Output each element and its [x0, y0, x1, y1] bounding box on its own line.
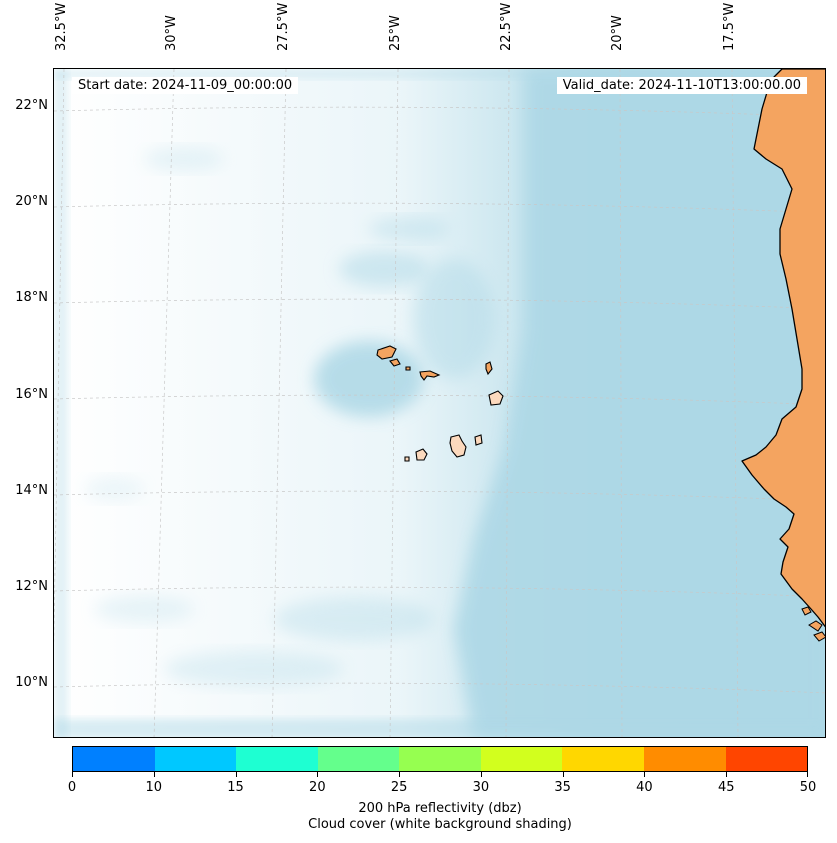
map-gridlines — [54, 69, 825, 737]
colorbar-tick — [72, 772, 73, 777]
colorbar-tick-label: 30 — [472, 780, 490, 795]
colorbar-tick-label: 10 — [145, 780, 163, 795]
lat-label-14n: 14°N — [15, 483, 48, 498]
colorbar-swatch-6 — [562, 747, 644, 771]
lon-label-22-5w: 22.5°W — [499, 2, 514, 51]
island-fogo — [415, 448, 428, 461]
valid-date-label: Valid_date: 2024-11-10T13:00:00.00 — [556, 77, 807, 94]
lat-label-12n: 12°N — [15, 579, 48, 594]
colorbar-tick-label: 25 — [390, 780, 408, 795]
island-sao-vicente — [389, 358, 401, 367]
colorbar-tick-label: 35 — [554, 780, 571, 795]
cloud-cover-shading — [54, 69, 825, 737]
island-brava — [404, 456, 410, 462]
colorbar-tick-label: 50 — [799, 780, 817, 795]
colorbar-swatch-4 — [399, 747, 481, 771]
colorbar-tick-label: 40 — [636, 780, 653, 795]
colorbar-swatch-5 — [480, 747, 563, 771]
colorbar-swatch-1 — [154, 747, 237, 771]
lat-label-20n: 20°N — [15, 194, 48, 209]
lon-label-25w: 25°W — [388, 15, 403, 51]
colorbar-tick — [480, 772, 482, 777]
colorbar-tick-label: 15 — [227, 780, 244, 795]
africa-landmass — [741, 69, 825, 628]
map-canvas — [54, 69, 825, 737]
lon-label-20w: 20°W — [610, 15, 625, 51]
lat-label-10n: 10°N — [15, 675, 48, 690]
colorbar-tick — [235, 772, 237, 777]
island-santo-antao — [376, 345, 397, 360]
colorbar-sublabel: Cloud cover (white background shading) — [308, 817, 572, 832]
colorbar-label: 200 hPa reflectivity (dbz) — [358, 801, 522, 816]
lon-label-32-5w: 32.5°W — [54, 2, 69, 51]
colorbar-swatch-2 — [236, 747, 318, 771]
lon-label-17-5w: 17.5°W — [722, 2, 737, 51]
island-sao-nicolau — [419, 370, 441, 381]
colorbar — [72, 746, 808, 772]
colorbar-swatch-3 — [317, 747, 400, 771]
colorbar-tick-label: 45 — [717, 780, 735, 795]
colorbar-swatch-0 — [73, 747, 155, 771]
start-date-label: Start date: 2024-11-09_00:00:00 — [72, 77, 299, 94]
colorbar-tick — [562, 772, 564, 777]
island-santa-luzia — [405, 366, 411, 371]
bijagos-islands — [801, 606, 825, 642]
lon-label-27-5w: 27.5°W — [276, 2, 291, 51]
island-boa-vista — [488, 390, 504, 406]
lon-label-30w: 30°W — [164, 15, 179, 51]
cape-verde-islands — [376, 345, 504, 462]
colorbar-swatch-7 — [643, 747, 726, 771]
lat-label-16n: 16°N — [15, 387, 48, 402]
colorbar-tick — [726, 772, 728, 777]
colorbar-tick — [317, 772, 319, 777]
island-maio — [474, 434, 483, 446]
colorbar-tick — [644, 772, 646, 777]
lat-label-18n: 18°N — [15, 290, 48, 305]
island-sal — [485, 361, 493, 376]
colorbar-tick-label: 20 — [309, 780, 326, 795]
colorbar-swatch-8 — [725, 747, 808, 771]
map-panel — [53, 68, 826, 738]
colorbar-tick-label: 0 — [67, 780, 77, 795]
island-santiago — [449, 434, 467, 458]
colorbar-tick — [153, 772, 155, 777]
colorbar-tick — [399, 772, 401, 777]
colorbar-tick — [807, 772, 808, 777]
lat-label-22n: 22°N — [15, 98, 48, 113]
